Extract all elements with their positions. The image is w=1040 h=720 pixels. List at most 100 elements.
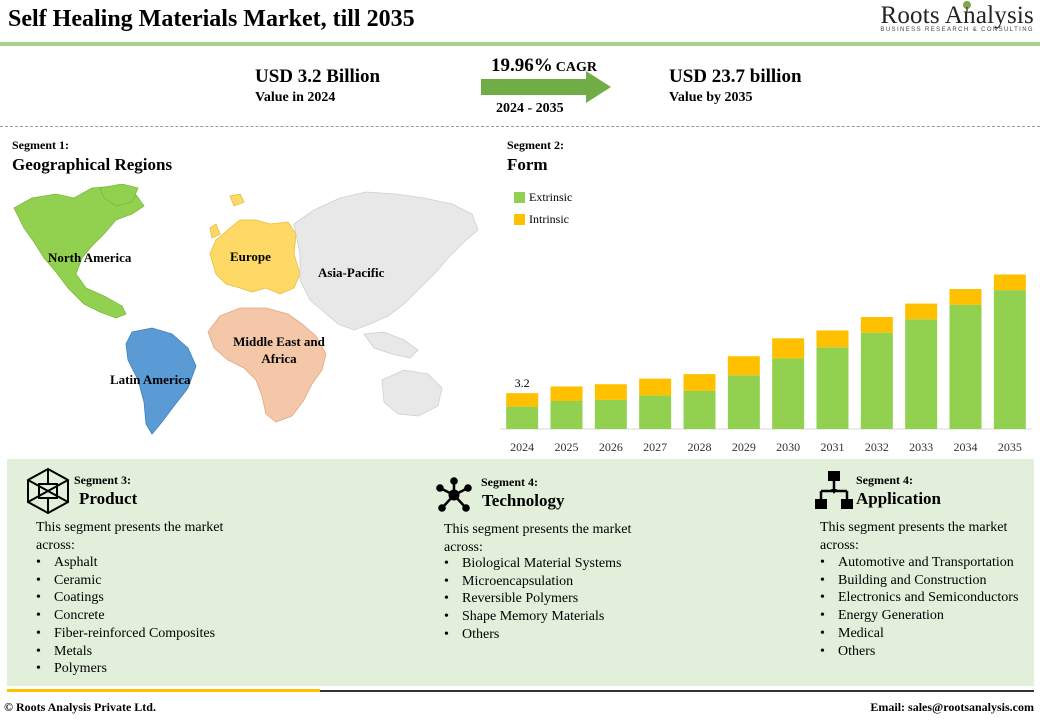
segment4b-list: Automotive and Transportation Building a… (820, 554, 1018, 660)
list-item: Others (820, 643, 1018, 661)
legend-item-extrinsic: Extrinsic (514, 186, 572, 208)
north-america-shape (13, 185, 145, 319)
bar-intrinsic-2026 (594, 384, 627, 400)
bar-extrinsic-2035 (993, 290, 1026, 429)
segment3-title: Product (79, 489, 138, 508)
section-divider (0, 126, 1040, 127)
bar-extrinsic-2026 (594, 399, 627, 429)
europe-shape (209, 219, 301, 295)
x-tick-label: 2024 (510, 440, 534, 454)
x-tick-label: 2028 (688, 440, 712, 454)
product-structure-icon (27, 467, 69, 515)
start-value: USD 3.2 Billion (255, 66, 381, 87)
latin-america-shape (125, 327, 197, 435)
list-item: Biological Material Systems (444, 555, 621, 573)
x-tick-label: 2031 (821, 440, 845, 454)
list-item: Coatings (36, 589, 215, 607)
segments-panel: Segment 3: Product This segment presents… (7, 459, 1034, 686)
asia-pacific-shape (293, 191, 479, 331)
footer-accent-bar (7, 689, 320, 692)
list-item: Building and Construction (820, 572, 1018, 590)
segment4b-title: Application (856, 489, 942, 508)
x-tick-label: 2027 (643, 440, 667, 454)
bar-extrinsic-2031 (816, 347, 849, 429)
segment3-description-line2: across: (36, 538, 75, 553)
x-tick-label: 2034 (954, 440, 978, 454)
southeast-asia-shape (363, 331, 419, 359)
region-label-latin-america: Latin America (110, 372, 191, 387)
x-tick-label: 2033 (909, 440, 933, 454)
region-label-europe: Europe (230, 249, 271, 264)
bar-intrinsic-2031 (816, 330, 849, 348)
bar-intrinsic-2025 (550, 386, 583, 401)
start-value-block: USD 3.2 Billion Value in 2024 (255, 66, 380, 106)
legend-label-intrinsic: Intrinsic (529, 211, 569, 226)
greenland-shape (99, 184, 139, 207)
logo-name: Roots Analysis (880, 2, 1034, 29)
bar-extrinsic-2034 (949, 304, 982, 429)
bar-extrinsic-2032 (860, 332, 893, 429)
cagr: 19.96% CAGR (491, 55, 597, 77)
hierarchy-icon (815, 471, 853, 509)
region-label-north-america: North America (48, 250, 132, 265)
segment3-label: Segment 3: (74, 473, 131, 487)
segment4a-description-line1: This segment presents the market (444, 522, 632, 537)
footer-email: Email: sales@rootsanalysis.com (870, 700, 1034, 714)
list-item: Fiber-reinforced Composites (36, 625, 215, 643)
network-nodes-icon (436, 477, 472, 512)
end-value-block: USD 23.7 billion Value by 2035 (669, 66, 802, 106)
europe-islands-shape (209, 193, 245, 239)
segment3-description-line1: This segment presents the market (36, 520, 224, 535)
mea-shape (207, 307, 327, 423)
bar-extrinsic-2028 (683, 390, 716, 429)
header: Self Healing Materials Market, till 2035… (0, 0, 1040, 46)
stacked-bar-chart: 2024 2025 2026 2027 2028 2029 2030 2031 2032 2033… (500, 274, 1032, 454)
world-map (13, 184, 479, 435)
list-item: Asphalt (36, 554, 215, 572)
growth-arrow-icon (481, 71, 611, 103)
x-tick-label: 2032 (865, 440, 889, 454)
bar-intrinsic-2035 (993, 274, 1026, 291)
list-item: Microencapsulation (444, 573, 621, 591)
segment4b-description: This segment presents the market across: (820, 519, 1007, 555)
bar-intrinsic-2033 (905, 303, 938, 320)
region-label-mea: Middle East and Africa (233, 334, 325, 366)
bar-intrinsic-2032 (860, 317, 893, 333)
segment4b-description-line2: across: (820, 538, 859, 553)
bar-extrinsic-2030 (772, 358, 805, 429)
x-tick-label: 2025 (555, 440, 579, 454)
segment3-description: This segment presents the market across: (36, 519, 223, 555)
bar-intrinsic-2024 (506, 393, 539, 407)
list-item: Ceramic (36, 572, 215, 590)
list-item: Shape Memory Materials (444, 608, 621, 626)
bar-extrinsic-2025 (550, 401, 583, 429)
australia-shape (381, 369, 443, 417)
data-label: 3.2 (515, 376, 530, 390)
segment4a-description-line2: across: (444, 540, 483, 555)
list-item: Automotive and Transportation (820, 554, 1018, 572)
segment4a-list: Biological Material Systems Microencapsu… (444, 555, 621, 644)
header-divider (0, 42, 1040, 46)
list-item: Concrete (36, 607, 215, 625)
x-tick-label: 2029 (732, 440, 756, 454)
segment4b-label: Segment 4: (856, 473, 913, 487)
segment1-title: Geographical Regions (12, 155, 173, 174)
segment4a-title: Technology (482, 491, 565, 510)
legend-swatch-extrinsic (514, 191, 525, 203)
list-item: Energy Generation (820, 607, 1018, 625)
bar-intrinsic-2028 (683, 374, 716, 391)
list-item: Reversible Polymers (444, 590, 621, 608)
bar-intrinsic-2029 (727, 356, 760, 376)
segment2-title: Form (507, 155, 548, 174)
list-item: Medical (820, 625, 1018, 643)
footer-copyright: © Roots Analysis Private Ltd. (4, 700, 156, 714)
start-label: Value in 2024 (255, 90, 336, 105)
segment4a-label: Segment 4: (481, 475, 538, 489)
segment4b-description-line1: This segment presents the market (820, 520, 1008, 535)
bar-extrinsic-2029 (727, 375, 760, 429)
end-label: Value by 2035 (669, 90, 753, 105)
list-item: Others (444, 626, 621, 644)
chart-legend: Extrinsic Intrinsic (514, 186, 572, 230)
legend-label-extrinsic: Extrinsic (529, 189, 573, 204)
list-item: Polymers (36, 660, 215, 678)
